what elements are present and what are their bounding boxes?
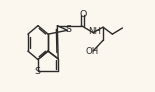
Text: S: S [34, 67, 40, 76]
Text: OH: OH [85, 47, 98, 56]
Text: O: O [80, 10, 87, 19]
Text: NH: NH [88, 27, 101, 36]
Text: S: S [66, 25, 72, 34]
